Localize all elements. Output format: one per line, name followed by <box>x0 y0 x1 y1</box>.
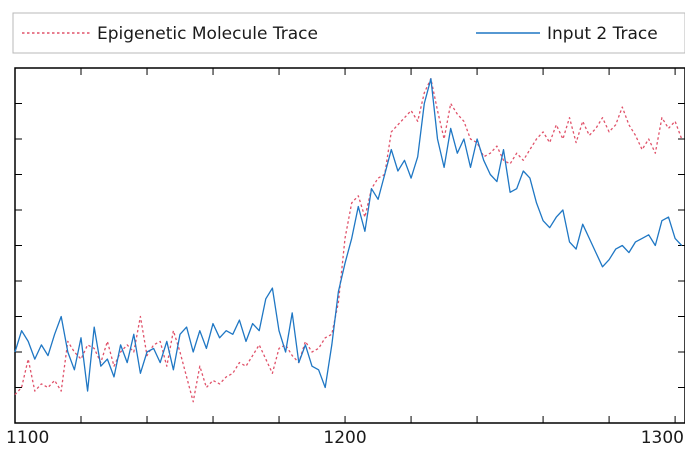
legend: Epigenetic Molecule Trace Input 2 Trace <box>12 12 685 54</box>
series-line-input-2 <box>14 78 683 392</box>
legend-label-input-2: Input 2 Trace <box>547 24 658 44</box>
legend-label-epigenetic: Epigenetic Molecule Trace <box>97 24 318 44</box>
x-tick-label: 1300 <box>641 428 684 445</box>
x-tick-labels: 1100 1200 1300 <box>6 428 684 448</box>
plot-area <box>14 67 685 424</box>
legend-box <box>12 12 685 54</box>
series-line-epigenetic <box>14 78 683 403</box>
x-tick-label: 1100 <box>6 428 49 445</box>
axis-ticks <box>14 68 685 423</box>
series-lines <box>14 78 683 403</box>
x-tick-label: 1200 <box>323 428 366 445</box>
